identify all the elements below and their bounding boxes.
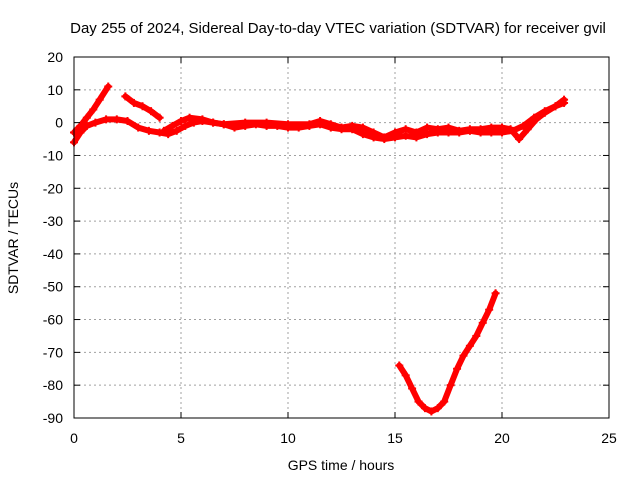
x-tick-label: 20 [494,430,510,446]
x-tick-label: 5 [177,430,185,446]
data-point [305,120,314,129]
data-point [498,123,506,132]
x-axis-label: GPS time / hours [288,457,395,473]
data-point [444,123,453,132]
data-point [134,123,143,132]
data-point [391,128,399,137]
y-tick-label: -60 [43,312,63,328]
data-point [284,120,292,129]
data-point [168,121,177,130]
data-point [423,123,432,132]
data-point [440,397,449,406]
data-point [478,318,487,327]
data-point [459,351,468,360]
data-point [472,331,481,340]
data-point [491,289,500,298]
data-point [465,341,474,350]
data-point [121,92,130,101]
y-tick-label: -70 [43,344,63,360]
data-point [91,118,100,127]
y-axis-label: SDTVAR / TECUs [5,182,21,294]
data-point [198,115,207,124]
data-point [401,125,410,134]
data-point [129,98,138,107]
data-point [185,113,194,122]
data-point [476,125,485,134]
data-point [446,381,455,390]
data-point [420,404,429,413]
series-line-upper-band-left [71,83,112,136]
data-point [209,118,218,127]
data-point [159,126,168,135]
data-point [515,135,524,144]
data-point [369,128,378,137]
data-point [219,120,228,129]
y-tick-label: -50 [43,279,63,295]
grid [74,57,609,418]
data-point [123,116,132,125]
data-point [358,123,367,132]
y-tick-label: -90 [43,410,63,426]
data-point [326,120,335,129]
data-point [560,95,569,104]
plot-frame [73,56,610,419]
data-point [316,116,325,125]
data-point [181,121,190,130]
data-point [262,118,271,127]
data-point [551,102,560,111]
data-point [395,361,404,370]
x-tick-label: 25 [601,430,617,446]
data-point [380,133,389,142]
data-point [401,371,410,380]
axis-ticks: -90 -80 -70 -60 -50 -40 -30 -20 -10 0 10 20 0 5 10 15 20… [43,49,617,446]
data-point [95,95,104,104]
data-point [427,407,436,416]
y-tick-label: 20 [47,49,63,65]
data-series [70,82,569,416]
data-point [102,115,111,124]
data-point [485,305,494,314]
x-tick-label: 0 [70,430,78,446]
data-point [82,113,91,122]
data-point [144,126,153,135]
data-point [348,121,357,130]
y-tick-label: -30 [43,213,63,229]
x-tick-label: 15 [387,430,403,446]
chart-title: Day 255 of 2024, Sidereal Day-to-day VTE… [70,20,606,37]
data-point [465,125,474,134]
data-point [455,126,464,135]
data-point [519,121,528,130]
data-point [177,116,185,125]
data-point [408,384,417,393]
data-point [337,123,346,132]
data-point [138,102,147,111]
data-point [414,397,423,406]
data-point [433,404,442,413]
data-point [112,115,121,124]
data-point [506,125,515,134]
data-point [104,82,113,91]
data-point [433,125,442,134]
y-tick-label: -10 [43,147,63,163]
data-point [89,105,98,114]
data-point [487,123,496,132]
y-tick-label: 10 [47,82,63,98]
x-tick-label: 10 [280,430,296,446]
data-point [155,113,164,122]
data-point [241,118,250,127]
data-point [412,128,421,137]
data-point [172,126,181,135]
data-point [540,108,549,117]
y-tick-label: 0 [55,115,63,131]
data-point [532,115,541,124]
y-tick-label: -40 [43,246,63,262]
data-point [147,107,156,116]
y-tick-label: -20 [43,180,63,196]
series-line-low-band [396,290,499,415]
data-point [523,125,532,134]
y-tick-label: -80 [43,377,63,393]
data-point [76,121,85,130]
data-point [453,364,462,373]
